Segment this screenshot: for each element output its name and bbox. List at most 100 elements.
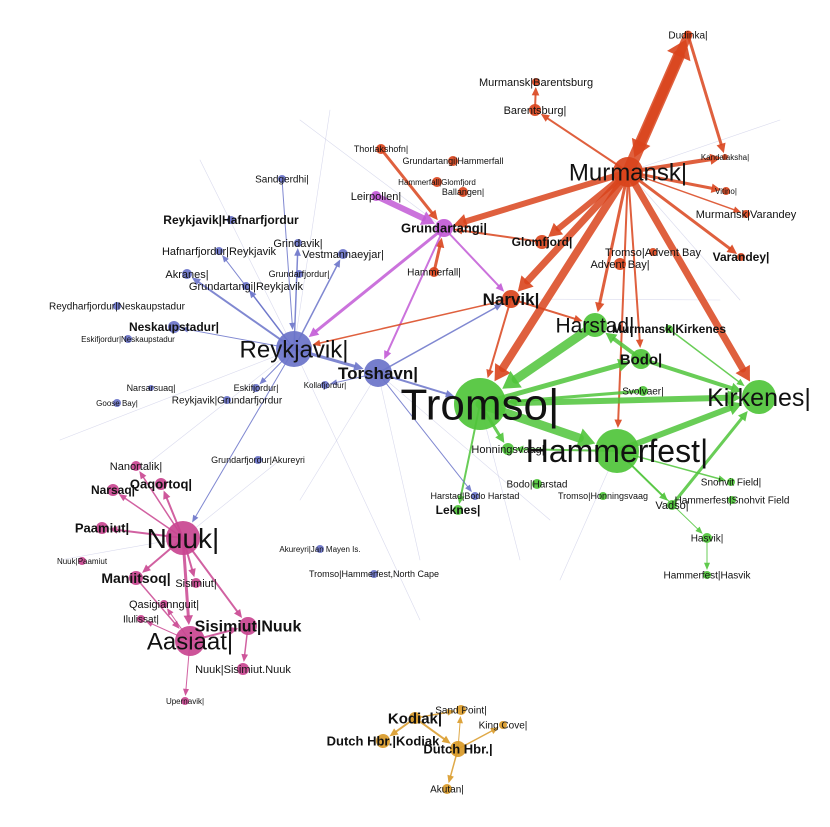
node-kirkenes[interactable] [742,380,776,414]
node-eskifjordur_neskaupstadur[interactable] [124,335,132,343]
node-maniitsoq[interactable] [129,571,143,585]
node-snohvit_field[interactable] [727,478,735,486]
node-murmansk[interactable] [613,157,643,187]
node-tromso_advent_bay[interactable] [649,248,657,256]
node-murmansk_kirkenes[interactable] [665,325,673,333]
edge-line [546,117,629,173]
node-akureyri_jan_mayen[interactable] [316,545,324,553]
node-nuuk_paamiut[interactable] [78,557,86,565]
node-vadso[interactable] [667,500,677,510]
node-narvik[interactable] [502,290,520,308]
node-nuuk[interactable] [166,521,200,555]
node-narsaq[interactable] [107,484,119,496]
node-reykjavik[interactable] [276,331,312,367]
edge-arrowhead [191,277,201,286]
edge-arrowhead [384,350,392,360]
edge-dudinka-kandalaksha [686,33,726,154]
node-reydharfjordur_neskaupstadur[interactable] [113,302,121,310]
edge-arrowhead [495,432,505,444]
node-leknes[interactable] [453,505,463,515]
background-edge [199,159,295,350]
node-ilulissat[interactable] [137,615,145,623]
node-label-barentsburg: Barentsburg| [504,105,567,117]
node-upernavik[interactable] [181,697,189,705]
node-grindavik[interactable] [294,239,302,247]
node-kollafjordur[interactable] [321,381,329,389]
node-bodo[interactable] [631,349,651,369]
node-grundarfjordur[interactable] [295,270,303,278]
node-advent_bay[interactable] [614,258,626,270]
node-dutch_hbr[interactable] [450,741,466,757]
node-grundartangi_reykjavik[interactable] [242,282,250,290]
node-leirpollen[interactable] [371,191,381,201]
node-thorlakshofn[interactable] [376,144,386,154]
node-sandgerdhi[interactable] [278,175,286,183]
node-label-grundarfjordur_akureyri: Grundarfjordur|Akureyri [211,455,305,465]
node-sand_point[interactable] [456,705,466,715]
node-narsarsuaq[interactable] [148,385,154,391]
node-kodiak[interactable] [409,712,421,724]
node-sisimiut[interactable] [191,578,201,588]
edge-arrowhead [732,206,742,213]
node-barentsburg[interactable] [529,104,541,116]
node-akranes[interactable] [182,269,192,279]
edge-line [135,577,176,624]
node-aasiaat[interactable] [175,626,205,656]
node-grundartangi_hammerfall[interactable] [448,156,458,166]
node-murmansk_varandey[interactable] [742,210,750,218]
node-tromso[interactable] [454,378,506,430]
edge-arrowhead [294,247,301,256]
node-torshavn[interactable] [364,359,392,387]
node-akutan[interactable] [442,784,452,794]
edge-murmansk-harstad [595,170,630,313]
node-tromso_honningsvaag[interactable] [599,492,607,500]
node-kandalaksha[interactable] [722,154,728,160]
node-reykjavik_grundarfjordur[interactable] [223,396,231,404]
node-harstad_bodo_harstad[interactable] [471,492,479,500]
node-varandey[interactable] [737,253,745,261]
node-svolvaer[interactable] [638,386,648,396]
node-dudinka[interactable] [684,31,692,39]
node-harstad[interactable] [583,313,607,337]
node-honningsvaag[interactable] [502,443,514,455]
node-vitino[interactable] [722,187,730,195]
node-sisimiut_nuuk[interactable] [239,617,257,635]
edge-line [314,226,446,333]
node-nuuk_sisimiut_nuuk[interactable] [237,663,249,675]
node-neskaupstadur[interactable] [168,321,180,333]
node-hammerfall[interactable] [429,267,439,277]
edge-line [377,372,468,487]
node-qasigiannguit[interactable] [160,600,168,608]
node-hammerfest_hasvik[interactable] [703,571,711,579]
node-paamiut[interactable] [96,522,108,534]
node-label-kollafjordur: Kollafjordur| [304,381,347,390]
node-hasvik[interactable] [702,533,712,543]
node-grundartangi[interactable] [435,219,453,237]
background-edge [293,109,331,350]
node-bodo_harstad[interactable] [532,479,542,489]
node-label-bodo_harstad: Bodo|Harstad [507,480,568,491]
node-label-leirpollen: Leirpollen| [351,191,402,203]
node-grundarfjordur_akureyri[interactable] [254,456,262,464]
node-hafnarfjordur_reykjavik[interactable] [215,247,223,255]
node-goose_bay[interactable] [113,399,121,407]
node-dutch_hbr_kodiak[interactable] [376,734,390,748]
node-ballangen[interactable] [458,187,468,197]
node-label-harstad_bodo_harstad: Harstad|Bodo Harstad [431,491,520,501]
node-hammerfest_snohvit[interactable] [728,496,736,504]
node-reykjavik_hafnarfjordur[interactable] [227,216,235,224]
node-nanortalik[interactable] [131,461,141,471]
node-murmansk_barentsburg[interactable] [532,78,540,86]
edge-arrowhead [517,275,534,292]
node-eskifjordur[interactable] [252,384,260,392]
node-qaqortoq[interactable] [155,478,167,490]
node-vestmannaeyjar[interactable] [338,249,348,259]
node-glomfjord[interactable] [535,235,549,249]
edge-torshavn-harstad_bodo_harstad [377,372,472,493]
edge-line [377,306,497,374]
node-king_cove[interactable] [499,721,507,729]
node-hammerfest[interactable] [595,429,639,473]
node-tromso_hammerfest_north_cape[interactable] [370,570,378,578]
background-edge [377,372,551,521]
node-hammerfall_glomfjord[interactable] [432,177,442,187]
